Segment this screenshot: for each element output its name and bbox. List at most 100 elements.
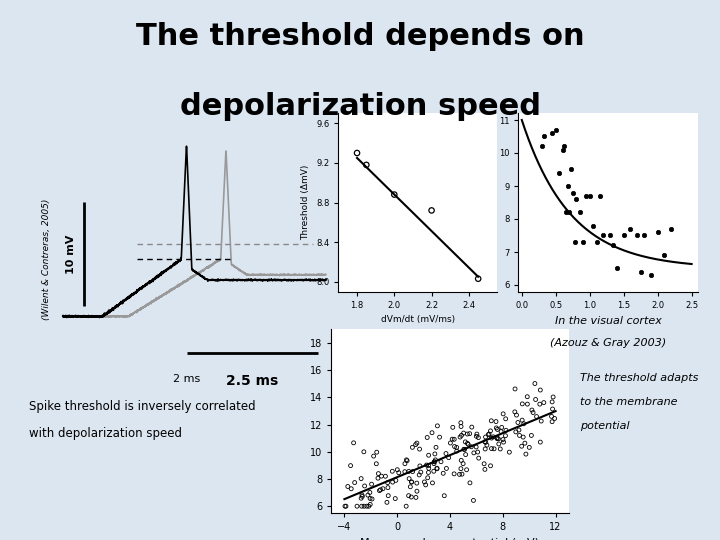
Point [483, 430, 495, 438]
Point [464, 478, 476, 487]
Point [364, 494, 376, 503]
Point [569, 238, 580, 246]
Point [520, 450, 531, 458]
Point [406, 478, 418, 487]
Point [358, 448, 369, 456]
Point [438, 491, 450, 500]
Point [377, 484, 389, 493]
Point [495, 427, 507, 436]
Point [652, 228, 663, 237]
Point [513, 426, 525, 434]
Point [495, 444, 506, 453]
Point [349, 478, 361, 487]
Point [531, 412, 542, 421]
Point [481, 441, 492, 449]
Point [376, 472, 387, 481]
Point [588, 221, 599, 230]
Point [645, 271, 657, 279]
Point [405, 478, 417, 487]
Point [462, 439, 473, 448]
Point [565, 165, 577, 174]
X-axis label: dVm/dt (mV/ms): dVm/dt (mV/ms) [381, 315, 454, 324]
Point [431, 464, 443, 472]
Point [486, 434, 498, 442]
Text: The threshold adapts: The threshold adapts [580, 373, 698, 383]
Point [472, 433, 484, 442]
Point [420, 461, 432, 469]
Point [527, 408, 539, 417]
Point [363, 502, 374, 510]
Point [498, 409, 509, 418]
Point [473, 454, 485, 462]
Point [536, 142, 548, 151]
Point [390, 494, 401, 503]
Point [509, 384, 521, 393]
Point [438, 469, 449, 477]
Point [431, 464, 443, 473]
Point [410, 440, 421, 449]
Point [516, 416, 528, 424]
Point [534, 438, 546, 447]
Point [434, 433, 446, 442]
Point [427, 478, 438, 487]
Point [410, 493, 422, 502]
Text: to the membrane: to the membrane [580, 397, 677, 407]
Point [436, 457, 447, 466]
Point [521, 400, 533, 408]
Point [451, 443, 462, 452]
Point [488, 444, 500, 453]
Point [464, 429, 475, 438]
Point [457, 460, 469, 468]
Point [460, 450, 472, 459]
Point [423, 451, 434, 460]
Point [428, 457, 440, 466]
Text: The threshold depends on: The threshold depends on [135, 22, 585, 51]
Point [594, 192, 606, 200]
Point [468, 496, 480, 505]
Point [356, 474, 367, 483]
Point [405, 482, 416, 491]
Point [411, 479, 423, 488]
Point [618, 231, 629, 240]
Point [455, 418, 467, 427]
Point [421, 433, 433, 442]
Point [580, 192, 592, 200]
Point [405, 492, 417, 501]
Point [461, 465, 472, 474]
Point [403, 491, 415, 500]
Point [364, 500, 376, 509]
Text: 2.5 ms: 2.5 ms [226, 374, 279, 388]
Point [547, 393, 559, 401]
Point [456, 431, 467, 440]
Point [399, 460, 410, 468]
Point [471, 430, 482, 438]
Point [390, 476, 402, 485]
Point [486, 444, 498, 453]
Point [564, 208, 575, 217]
Point [492, 434, 503, 443]
Point [562, 181, 574, 190]
Point [393, 468, 405, 477]
Point [401, 456, 413, 465]
Point [381, 498, 392, 507]
Point [485, 416, 497, 425]
Point [546, 412, 557, 421]
Text: 10 mV: 10 mV [66, 234, 76, 274]
Point [348, 438, 359, 447]
Point [468, 449, 480, 457]
Point [407, 443, 418, 451]
Point [375, 485, 387, 494]
Point [500, 426, 512, 435]
Point [518, 420, 529, 428]
Point [538, 132, 549, 141]
Point [414, 462, 426, 470]
Point [521, 393, 533, 401]
Point [472, 448, 483, 456]
Point [366, 495, 378, 503]
Point [631, 231, 643, 240]
Point [420, 481, 431, 489]
Point [534, 400, 546, 408]
Point [419, 477, 431, 486]
Point [351, 148, 363, 157]
Point [373, 469, 384, 478]
